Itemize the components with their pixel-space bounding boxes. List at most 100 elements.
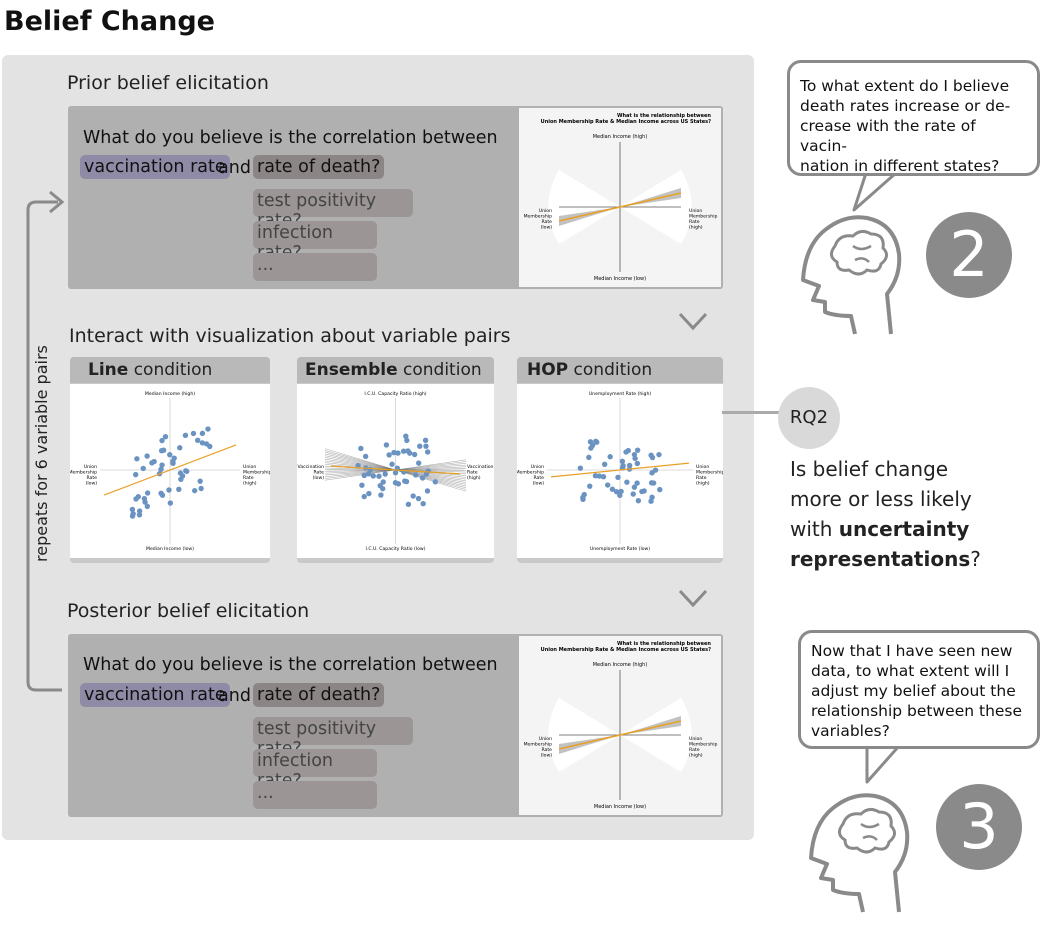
data-point <box>422 437 429 443</box>
posterior-option-3[interactable]: ... <box>253 781 377 809</box>
down-arrow-1 <box>678 312 708 331</box>
elicit-x-right-label: Union <box>689 736 702 742</box>
x-left-label: (low) <box>86 481 98 487</box>
data-point <box>382 471 388 477</box>
elicit-y-top: Median Income (high) <box>593 134 648 140</box>
hop-condition-label: HOP condition <box>517 357 723 383</box>
elicit-x-left-label: Membership <box>524 214 552 220</box>
head-brain-icon-3 <box>809 793 910 913</box>
data-point <box>405 448 411 454</box>
data-point <box>160 447 167 453</box>
hop-condition-chart[interactable]: Unemployment Rate (high) Unemployment Rat… <box>517 384 723 558</box>
data-point <box>656 451 662 458</box>
data-point <box>370 473 376 479</box>
data-point <box>365 471 372 477</box>
elicit-x-right-label: Membership <box>689 742 717 748</box>
bubble3-line-1: Now that I have seen new <box>811 642 1013 660</box>
head-brain-icon-2 <box>801 215 902 335</box>
data-point <box>650 480 657 486</box>
data-point <box>615 474 621 481</box>
data-point <box>190 430 197 437</box>
data-point <box>403 433 409 439</box>
x-right-label: Rate <box>243 475 254 481</box>
data-point <box>589 442 596 449</box>
data-point <box>423 471 430 477</box>
step-3-circle: 3 <box>936 784 1022 870</box>
data-point <box>405 501 412 508</box>
posterior-var1-chip[interactable]: vaccination rate <box>80 683 230 707</box>
data-point <box>129 513 136 519</box>
elicit-x-right-label: (high) <box>689 753 703 759</box>
elicit-band-left <box>559 735 620 754</box>
data-point <box>166 487 172 493</box>
ensemble-condition-chart[interactable]: I.C.U. Capacity Ratio (high) I.C.U. Capac… <box>297 384 494 558</box>
data-point <box>423 443 429 449</box>
x-left-label: Rate <box>86 475 97 481</box>
prior-elicitation-chart[interactable]: What is the relationship between Union M… <box>519 108 721 287</box>
data-point <box>170 460 176 466</box>
line-condition-label: Line condition <box>70 357 270 383</box>
speech-bubble-3: Now that I have seen new data, to what e… <box>798 630 1040 749</box>
y-top-label: I.C.U. Capacity Ratio (high) <box>364 391 426 397</box>
data-point <box>140 465 146 472</box>
posterior-option-1[interactable]: test positivity rate? <box>253 717 413 759</box>
data-point <box>649 454 656 461</box>
elicit-x-left-label: (low) <box>541 225 553 231</box>
trend-line <box>330 465 461 475</box>
x-left-label: Union <box>531 464 544 470</box>
elicit-title-1: What is the relationship between <box>617 113 711 119</box>
data-point <box>410 493 416 499</box>
x-right-label: Rate <box>696 475 707 481</box>
data-point <box>577 465 584 471</box>
data-point <box>144 453 150 459</box>
elicit-x-left-label: Union <box>539 736 552 742</box>
y-top-label: Unemployment Rate (high) <box>589 391 652 397</box>
posterior-elicitation-chart[interactable]: What is the relationship between Union M… <box>519 636 721 815</box>
data-point <box>593 438 599 445</box>
prior-and: and <box>218 158 251 178</box>
data-point <box>600 473 607 480</box>
data-point <box>630 491 636 497</box>
data-point <box>415 460 422 466</box>
posterior-var2-chip[interactable]: rate of death? <box>253 683 385 707</box>
posterior-option-2[interactable]: infection rate? <box>253 749 377 791</box>
elicit-band-right <box>620 716 681 735</box>
prior-option-3[interactable]: ... <box>253 253 377 281</box>
prior-var1-chip[interactable]: vaccination rate <box>80 155 230 179</box>
data-point <box>199 440 206 446</box>
data-point <box>386 452 392 458</box>
x-right-label: Membership <box>243 470 270 476</box>
bubble3-line-4: relationship between these <box>811 702 1023 720</box>
posterior-question: What do you believe is the correlation b… <box>83 655 498 675</box>
data-point <box>203 441 210 447</box>
loop-label: repeats for 6 variable pairs <box>32 345 51 562</box>
elicit-y-bottom: Median Income (low) <box>594 276 646 282</box>
data-point <box>415 495 422 502</box>
bubble2-line-3: crease with the rate of vacin- <box>800 117 976 155</box>
data-point <box>586 454 592 461</box>
bubble3-line-2: data, to what extent will I <box>811 662 1010 680</box>
x-right-label: Rate <box>467 470 478 476</box>
data-point <box>359 482 365 488</box>
bubble2-line-2: death rates increase or de- <box>800 97 1011 115</box>
data-point <box>159 437 165 444</box>
elicit-title-2: Union Membership Rate & Median Income ac… <box>541 119 711 125</box>
data-point <box>412 472 419 478</box>
y-bottom-label: I.C.U. Capacity Ratio (low) <box>366 546 426 552</box>
prior-option-1[interactable]: test positivity rate? <box>253 189 413 231</box>
data-point <box>392 479 399 486</box>
prior-option-2[interactable]: infection rate? <box>253 221 377 263</box>
data-point <box>624 479 630 485</box>
x-left-label: Rate <box>313 470 324 476</box>
interact-heading: Interact with visualization about variab… <box>69 325 511 347</box>
prior-var2-chip[interactable]: rate of death? <box>253 155 385 179</box>
data-point <box>376 473 382 479</box>
data-point <box>652 467 659 473</box>
x-right-label: Union <box>696 464 709 470</box>
x-right-label: (high) <box>243 481 257 487</box>
step-2-circle: 2 <box>926 212 1012 298</box>
line-condition-chart[interactable]: Median Income (high) Median Income (low) U… <box>70 384 270 558</box>
prior-heading: Prior belief elicitation <box>67 72 269 94</box>
data-point <box>191 487 198 494</box>
